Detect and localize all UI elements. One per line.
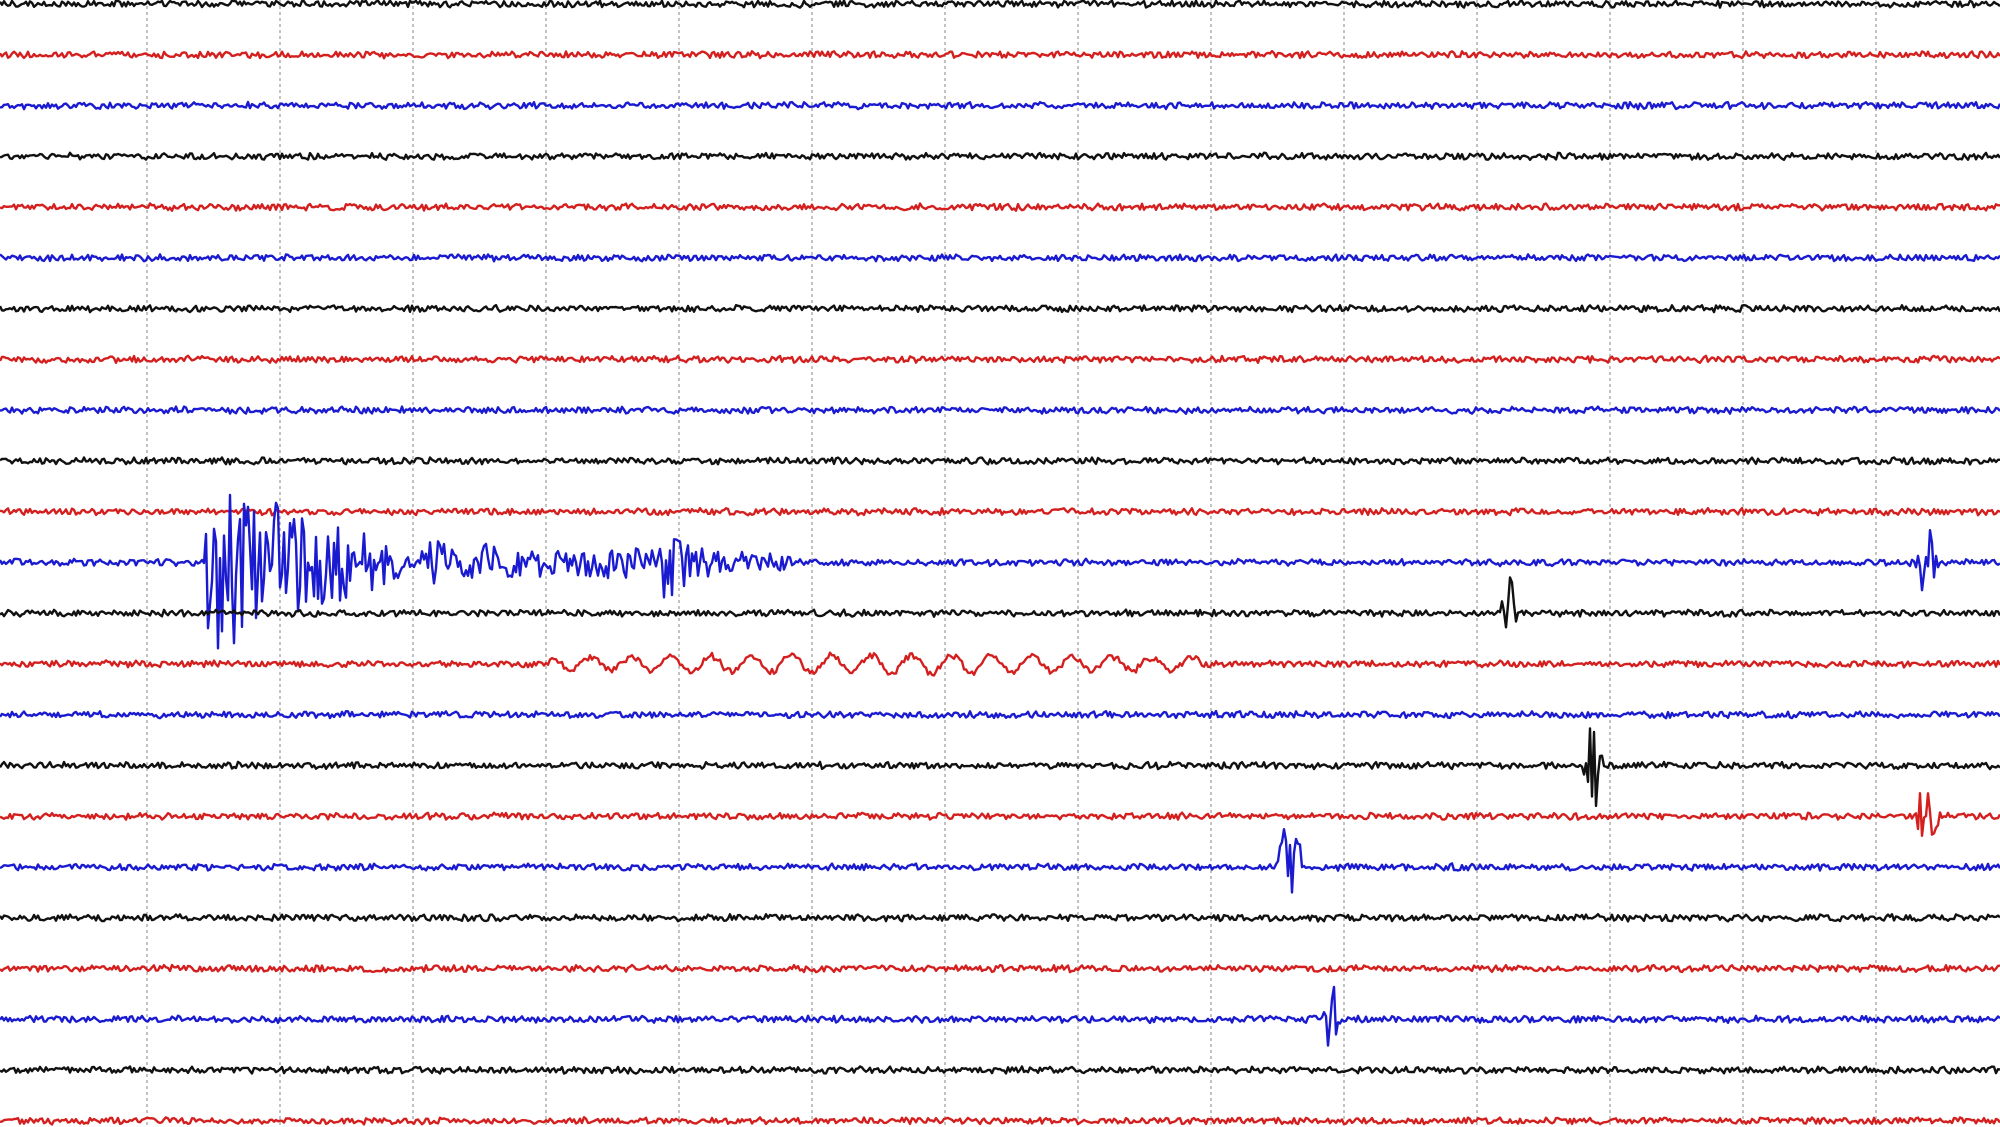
trace [0,405,2000,415]
trace [0,576,2000,629]
trace [0,202,2000,212]
trace [0,49,2000,60]
trace [0,253,2000,263]
trace [0,963,2000,974]
trace [0,303,2000,314]
trace [0,0,2000,9]
trace [0,507,2000,517]
trace [0,456,2000,466]
trace [0,651,2000,677]
trace [0,1116,2000,1126]
trace [0,100,2000,111]
grid [146,0,1877,1127]
trace [0,913,2000,923]
trace [0,985,2000,1047]
trace [0,727,2000,808]
trace [0,354,2000,364]
trace [0,151,2000,161]
trace [0,709,2000,720]
trace [0,1065,2000,1075]
trace [0,493,2000,650]
trace [0,828,2000,894]
trace [0,792,2000,837]
